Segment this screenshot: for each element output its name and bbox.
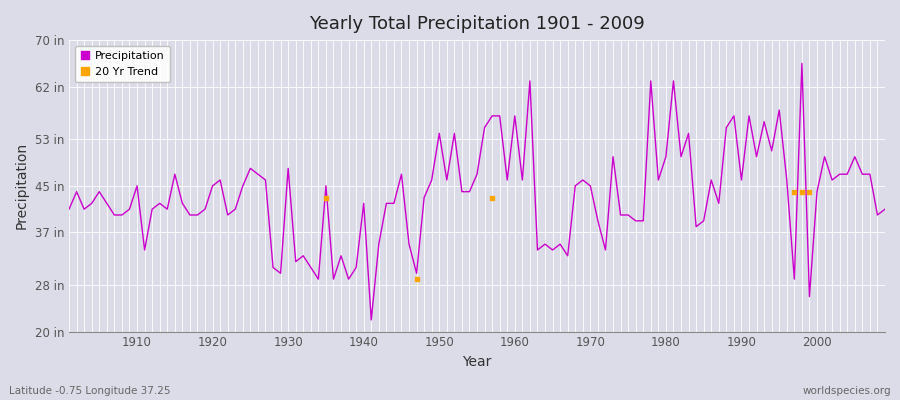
Text: worldspecies.org: worldspecies.org [803,386,891,396]
Title: Yearly Total Precipitation 1901 - 2009: Yearly Total Precipitation 1901 - 2009 [309,15,645,33]
Legend: Precipitation, 20 Yr Trend: Precipitation, 20 Yr Trend [75,46,170,82]
Y-axis label: Precipitation: Precipitation [15,142,29,230]
Text: Latitude -0.75 Longitude 37.25: Latitude -0.75 Longitude 37.25 [9,386,170,396]
X-axis label: Year: Year [463,355,491,369]
